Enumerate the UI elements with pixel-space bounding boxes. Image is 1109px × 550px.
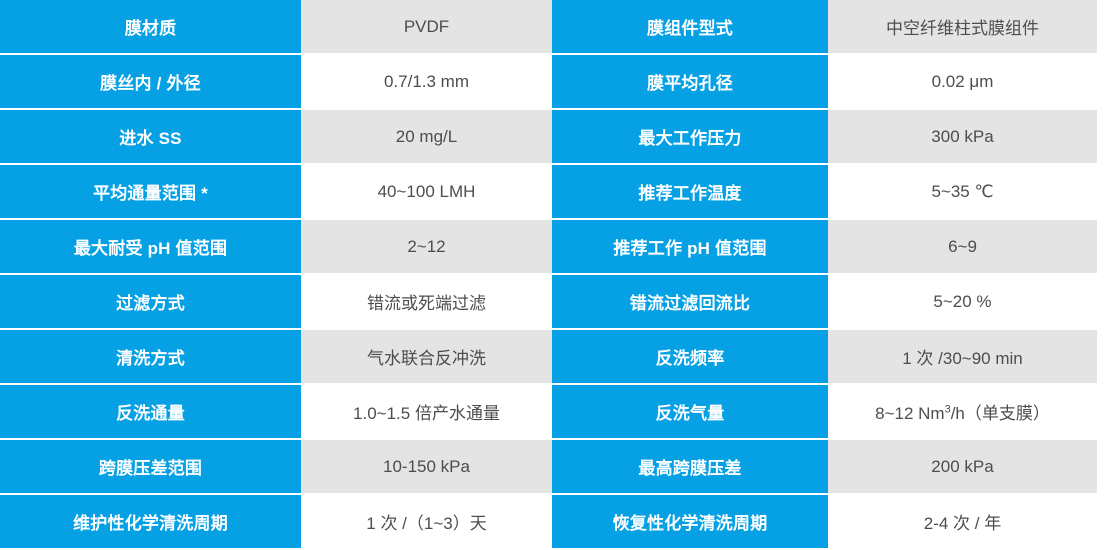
spec-label: 最大耐受 pH 值范围 bbox=[0, 220, 301, 275]
table-row: 平均通量范围 * 40~100 LMH 推荐工作温度 5~35 ℃ bbox=[0, 165, 1097, 220]
spec-value: 错流或死端过滤 bbox=[301, 275, 552, 330]
spec-value: 中空纤维柱式膜组件 bbox=[828, 0, 1097, 55]
table-row: 过滤方式 错流或死端过滤 错流过滤回流比 5~20 % bbox=[0, 275, 1097, 330]
spec-label: 最大工作压力 bbox=[552, 110, 828, 165]
spec-value: 20 mg/L bbox=[301, 110, 552, 165]
spec-value: 1 次 /（1~3）天 bbox=[301, 495, 552, 550]
spec-label: 平均通量范围 * bbox=[0, 165, 301, 220]
spec-label: 清洗方式 bbox=[0, 330, 301, 385]
spec-label: 反洗频率 bbox=[552, 330, 828, 385]
spec-value: 0.02 μm bbox=[828, 55, 1097, 110]
value-suffix: /h（单支膜） bbox=[950, 404, 1050, 423]
spec-value: 1.0~1.5 倍产水通量 bbox=[301, 385, 552, 440]
spec-value: 1 次 /30~90 min bbox=[828, 330, 1097, 385]
spec-value: 200 kPa bbox=[828, 440, 1097, 495]
spec-value: 10-150 kPa bbox=[301, 440, 552, 495]
spec-value: 40~100 LMH bbox=[301, 165, 552, 220]
spec-label: 最高跨膜压差 bbox=[552, 440, 828, 495]
spec-label: 膜材质 bbox=[0, 0, 301, 55]
spec-label: 跨膜压差范围 bbox=[0, 440, 301, 495]
spec-value: 2~12 bbox=[301, 220, 552, 275]
table-row: 最大耐受 pH 值范围 2~12 推荐工作 pH 值范围 6~9 bbox=[0, 220, 1097, 275]
table-row: 进水 SS 20 mg/L 最大工作压力 300 kPa bbox=[0, 110, 1097, 165]
spec-label: 恢复性化学清洗周期 bbox=[552, 495, 828, 550]
spec-value: PVDF bbox=[301, 0, 552, 55]
table-row: 清洗方式 气水联合反冲洗 反洗频率 1 次 /30~90 min bbox=[0, 330, 1097, 385]
table-row: 维护性化学清洗周期 1 次 /（1~3）天 恢复性化学清洗周期 2-4 次 / … bbox=[0, 495, 1097, 550]
spec-value: 2-4 次 / 年 bbox=[828, 495, 1097, 550]
value-prefix: 8~12 Nm bbox=[875, 404, 945, 423]
spec-label: 错流过滤回流比 bbox=[552, 275, 828, 330]
superscript-exponent: 3 bbox=[944, 403, 951, 416]
spec-label: 推荐工作 pH 值范围 bbox=[552, 220, 828, 275]
spec-value: 0.7/1.3 mm bbox=[301, 55, 552, 110]
table-row: 反洗通量 1.0~1.5 倍产水通量 反洗气量 8~12 Nm3/h（单支膜） bbox=[0, 385, 1097, 440]
spec-label: 进水 SS bbox=[0, 110, 301, 165]
table-row: 膜丝内 / 外径 0.7/1.3 mm 膜平均孔径 0.02 μm bbox=[0, 55, 1097, 110]
table-row: 膜材质 PVDF 膜组件型式 中空纤维柱式膜组件 bbox=[0, 0, 1097, 55]
spec-label: 维护性化学清洗周期 bbox=[0, 495, 301, 550]
table-row: 跨膜压差范围 10-150 kPa 最高跨膜压差 200 kPa bbox=[0, 440, 1097, 495]
spec-label: 推荐工作温度 bbox=[552, 165, 828, 220]
spec-value: 5~20 % bbox=[828, 275, 1097, 330]
spec-value: 300 kPa bbox=[828, 110, 1097, 165]
spec-label: 膜平均孔径 bbox=[552, 55, 828, 110]
spec-label: 过滤方式 bbox=[0, 275, 301, 330]
spec-label: 反洗通量 bbox=[0, 385, 301, 440]
spec-value: 6~9 bbox=[828, 220, 1097, 275]
spec-value: 5~35 ℃ bbox=[828, 165, 1097, 220]
spec-label: 膜组件型式 bbox=[552, 0, 828, 55]
spec-label: 反洗气量 bbox=[552, 385, 828, 440]
spec-value: 气水联合反冲洗 bbox=[301, 330, 552, 385]
spec-value-backwash-air: 8~12 Nm3/h（单支膜） bbox=[828, 385, 1097, 440]
spec-label: 膜丝内 / 外径 bbox=[0, 55, 301, 110]
